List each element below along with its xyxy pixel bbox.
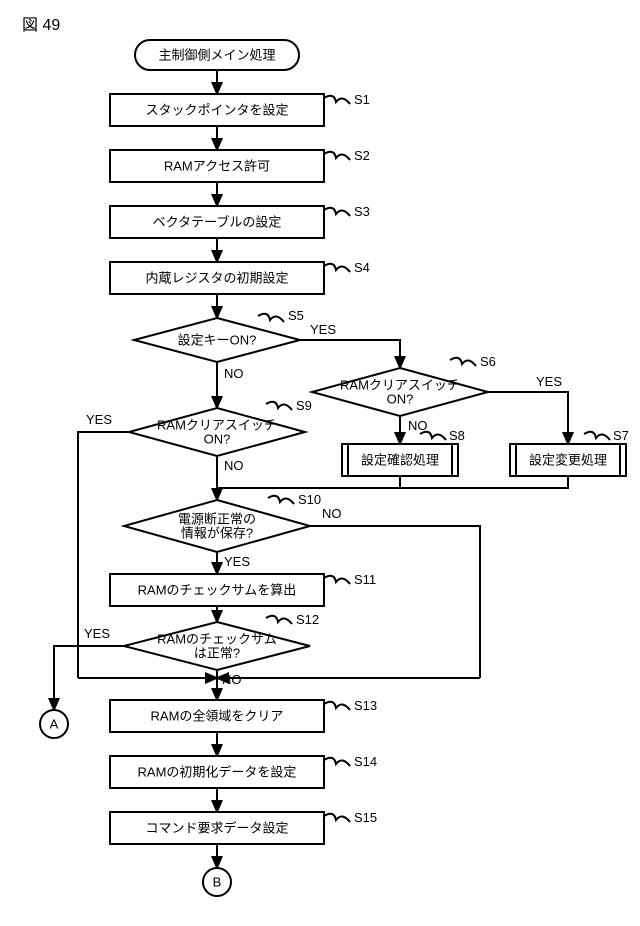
tag-s12: S12	[296, 612, 319, 627]
node-s2: RAMアクセス許可 S2	[110, 148, 370, 182]
tag-s7: S7	[613, 428, 629, 443]
svg-text:は正常?: は正常?	[194, 645, 240, 660]
figure-label: 図 49	[22, 17, 60, 34]
tag-s8: S8	[449, 428, 465, 443]
s9-no: NO	[224, 458, 244, 473]
tag-s15: S15	[354, 810, 377, 825]
svg-text:設定キーON?: 設定キーON?	[178, 332, 257, 347]
tag-s6: S6	[480, 354, 496, 369]
svg-text:A: A	[50, 716, 59, 731]
s5-yes: YES	[310, 322, 336, 337]
node-s7: 設定変更処理 S7	[510, 428, 629, 476]
node-s3: ベクタテーブルの設定 S3	[110, 204, 370, 238]
svg-text:設定確認処理: 設定確認処理	[361, 452, 439, 467]
svg-text:RAMアクセス許可: RAMアクセス許可	[164, 158, 270, 173]
svg-text:RAMのチェックサムを算出: RAMのチェックサムを算出	[138, 582, 297, 597]
flowchart: 図 49 主制御側メイン処理 スタックポインタを設定 S1 RAMアクセス許可 …	[0, 0, 640, 926]
svg-text:スタックポインタを設定: スタックポインタを設定	[145, 102, 288, 117]
s6-no: NO	[408, 418, 428, 433]
tag-s4: S4	[354, 260, 370, 275]
s10-no: NO	[322, 506, 342, 521]
node-s1: スタックポインタを設定 S1	[110, 92, 370, 126]
svg-text:RAMクリアスイッチ: RAMクリアスイッチ	[340, 377, 460, 392]
node-s8: 設定確認処理 S8	[342, 428, 465, 476]
svg-text:コマンド要求データ設定: コマンド要求データ設定	[145, 820, 288, 835]
svg-text:RAMの全領域をクリア: RAMの全領域をクリア	[151, 708, 284, 723]
tag-s13: S13	[354, 698, 377, 713]
tag-s14: S14	[354, 754, 377, 769]
tag-s1: S1	[354, 92, 370, 107]
node-start: 主制御側メイン処理	[135, 40, 299, 70]
svg-text:設定変更処理: 設定変更処理	[529, 452, 607, 467]
connector-a: A	[40, 710, 68, 738]
tag-s10: S10	[298, 492, 321, 507]
svg-text:RAMのチェックサム: RAMのチェックサム	[157, 631, 277, 646]
node-s12: RAMのチェックサム は正常? S12 YES NO	[84, 612, 319, 687]
svg-text:ON?: ON?	[387, 391, 414, 406]
node-s14: RAMの初期化データを設定 S14	[110, 754, 377, 788]
node-s13: RAMの全領域をクリア S13	[110, 698, 377, 732]
node-s15: コマンド要求データ設定 S15	[110, 810, 377, 844]
tag-s11: S11	[354, 572, 376, 587]
s9-yes: YES	[86, 412, 112, 427]
svg-text:情報が保存?: 情報が保存?	[181, 525, 253, 540]
s5-no: NO	[224, 366, 244, 381]
node-s9: RAMクリアスイッチ ON? S9 YES NO	[86, 398, 312, 473]
node-s5: 設定キーON? S5 YES NO	[134, 308, 336, 381]
tag-s2: S2	[354, 148, 370, 163]
node-s4: 内蔵レジスタの初期設定 S4	[110, 260, 370, 294]
node-s11: RAMのチェックサムを算出 S11	[110, 572, 376, 606]
s12-no: NO	[222, 672, 242, 687]
svg-text:RAMの初期化データを設定: RAMの初期化データを設定	[138, 764, 297, 779]
s12-yes: YES	[84, 626, 110, 641]
svg-text:B: B	[213, 874, 222, 889]
node-s6: RAMクリアスイッチ ON? S6 YES NO	[312, 354, 562, 433]
s10-yes: YES	[224, 554, 250, 569]
svg-text:ベクタテーブルの設定: ベクタテーブルの設定	[153, 214, 282, 229]
s6-yes: YES	[536, 374, 562, 389]
tag-s3: S3	[354, 204, 370, 219]
node-s10: 電源断正常の 情報が保存? S10 NO YES	[124, 492, 342, 569]
tag-s9: S9	[296, 398, 312, 413]
svg-text:主制御側メイン処理: 主制御側メイン処理	[158, 47, 275, 62]
tag-s5: S5	[288, 308, 304, 323]
svg-text:RAMクリアスイッチ: RAMクリアスイッチ	[157, 417, 277, 432]
svg-text:ON?: ON?	[204, 431, 231, 446]
svg-text:内蔵レジスタの初期設定: 内蔵レジスタの初期設定	[145, 270, 288, 285]
svg-text:電源断正常の: 電源断正常の	[178, 511, 256, 526]
connector-b: B	[203, 868, 231, 896]
